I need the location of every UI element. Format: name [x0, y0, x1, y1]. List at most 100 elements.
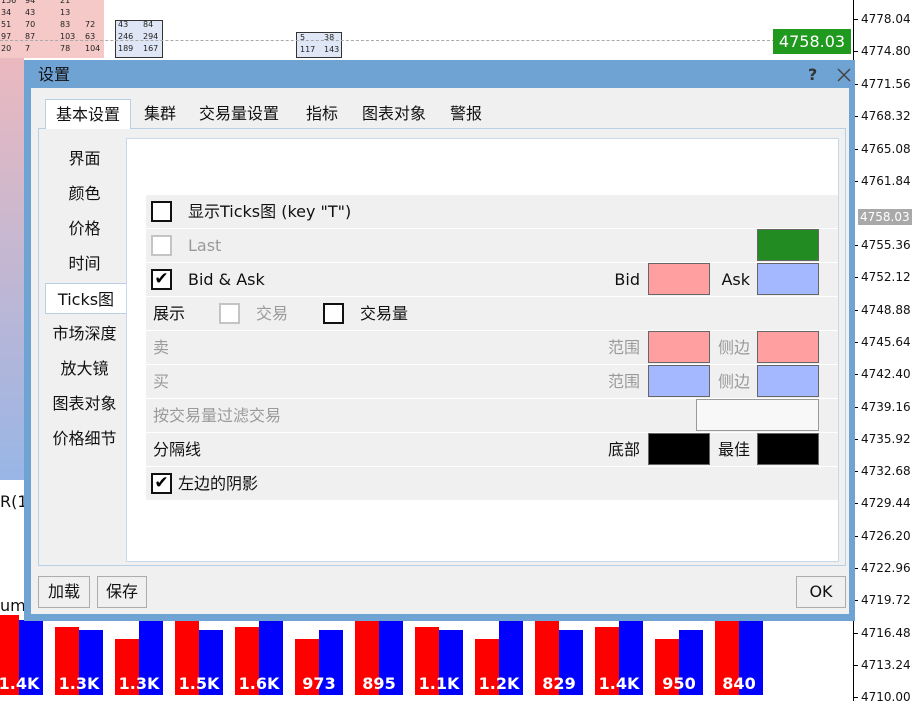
color-swatch[interactable]	[757, 229, 819, 261]
current-price: 4758.03	[773, 29, 851, 54]
cluster-value: 143	[324, 45, 340, 54]
tab[interactable]: 指标	[306, 104, 339, 123]
price-label: 4719.72	[861, 593, 911, 608]
label: 买	[153, 372, 170, 391]
volume-label: 1.4K	[0, 674, 40, 693]
volume-label: 950	[662, 674, 696, 693]
price-tick	[853, 600, 858, 602]
color-swatch[interactable]	[648, 331, 710, 363]
close-button[interactable]	[834, 64, 854, 86]
cluster-value: 103	[60, 32, 76, 41]
label: 侧边	[717, 338, 750, 357]
volume-bar-buy	[499, 620, 523, 695]
nav-item[interactable]: Ticks图	[45, 283, 126, 314]
volume-bar-buy	[379, 620, 403, 695]
volume-bar-sell	[595, 627, 619, 695]
tab[interactable]: 集群	[144, 104, 177, 123]
volume-label: 1.3K	[118, 674, 160, 693]
color-swatch[interactable]	[757, 365, 819, 397]
volume-bar-sell	[655, 639, 679, 695]
volume-bar-buy	[439, 630, 463, 695]
color-swatch[interactable]	[757, 433, 819, 465]
nav-item[interactable]: 时间	[68, 254, 101, 273]
cluster-value: 246	[118, 32, 134, 41]
cluster-value: 43	[118, 20, 129, 29]
volume-bar-buy	[619, 620, 643, 695]
nav-item[interactable]: 市场深度	[52, 324, 117, 343]
tab[interactable]: 图表对象	[362, 104, 427, 123]
volume-label: 1.4K	[598, 674, 640, 693]
price-tick	[853, 51, 858, 53]
load-button[interactable]: 加载	[38, 576, 90, 608]
price-tick	[853, 374, 858, 376]
cluster-value: 94	[25, 0, 36, 5]
price-tick	[853, 664, 858, 666]
price-label: 4710.00	[861, 690, 911, 701]
volume-bar-sell	[175, 615, 199, 695]
volume-bar-sell	[295, 639, 319, 695]
price-label: 4735.92	[861, 431, 911, 446]
volume-bar-sell	[0, 615, 19, 695]
volume-bar-sell	[475, 639, 499, 695]
nav-item[interactable]: 颜色	[68, 184, 101, 203]
color-swatch[interactable]	[648, 263, 710, 295]
save-button[interactable]: 保存	[97, 576, 147, 608]
volume-label: 829	[542, 674, 576, 693]
help-button[interactable]: ?	[808, 65, 818, 84]
price-label: 4761.84	[861, 174, 911, 188]
tab[interactable]: 交易量设置	[199, 104, 280, 123]
left-profile	[0, 0, 24, 480]
nav-item[interactable]: 价格细节	[52, 429, 117, 448]
color-swatch[interactable]	[648, 365, 710, 397]
price-label: 4729.44	[861, 496, 911, 511]
ok-button[interactable]: OK	[796, 576, 846, 608]
volume-bar-buy	[19, 620, 43, 695]
volume-filter-input[interactable]	[696, 399, 819, 431]
label: Bid & Ask	[188, 270, 265, 289]
price-label: 4716.48	[861, 625, 911, 640]
nav-item[interactable]: 价格	[68, 219, 101, 238]
cursor-price: 4758.03	[858, 209, 912, 225]
price-label: 4752.12	[861, 270, 911, 285]
nav-item[interactable]: 图表对象	[52, 394, 117, 413]
settings-row	[146, 263, 838, 296]
color-swatch[interactable]	[757, 331, 819, 363]
label: Last	[188, 236, 222, 255]
color-swatch[interactable]	[648, 433, 710, 465]
checkbox[interactable]: ✔	[151, 473, 172, 494]
nav-item[interactable]: 放大镜	[60, 359, 109, 378]
price-tick	[853, 697, 858, 699]
checkbox[interactable]: ✔	[151, 269, 172, 290]
price-label: 4739.16	[861, 399, 911, 414]
settings-row	[146, 365, 838, 398]
price-tick	[853, 341, 858, 343]
volume-label: 1.6K	[238, 674, 280, 693]
checkbox[interactable]	[151, 201, 172, 222]
label: 底部	[607, 440, 640, 459]
price-tick	[853, 19, 858, 20]
color-swatch[interactable]	[757, 263, 819, 295]
volume-label: 1.1K	[418, 674, 460, 693]
tab[interactable]: 警报	[450, 104, 483, 123]
volume-bar-buy	[559, 630, 583, 695]
cluster-value: 34	[1, 8, 12, 17]
cluster-value: 84	[143, 20, 154, 29]
price-tick	[853, 535, 858, 537]
nav-item[interactable]: 界面	[68, 149, 101, 168]
price-label: 4778.04	[861, 12, 911, 26]
checkbox[interactable]	[323, 303, 344, 324]
price-tick	[853, 471, 858, 473]
label: 范围	[607, 372, 640, 391]
volume-bar-sell	[55, 627, 79, 695]
label: 最佳	[717, 440, 750, 459]
volume-bar-buy	[259, 620, 283, 695]
label: 侧边	[717, 372, 750, 391]
tab[interactable]: 基本设置	[45, 99, 132, 129]
price-label: 4742.40	[861, 367, 911, 382]
price-tick	[853, 277, 858, 279]
cluster-value: 38	[324, 33, 335, 42]
cluster-value: 167	[143, 44, 159, 53]
label: Ask	[721, 270, 750, 289]
label: 范围	[607, 338, 640, 357]
cluster-value: 51	[1, 20, 12, 29]
